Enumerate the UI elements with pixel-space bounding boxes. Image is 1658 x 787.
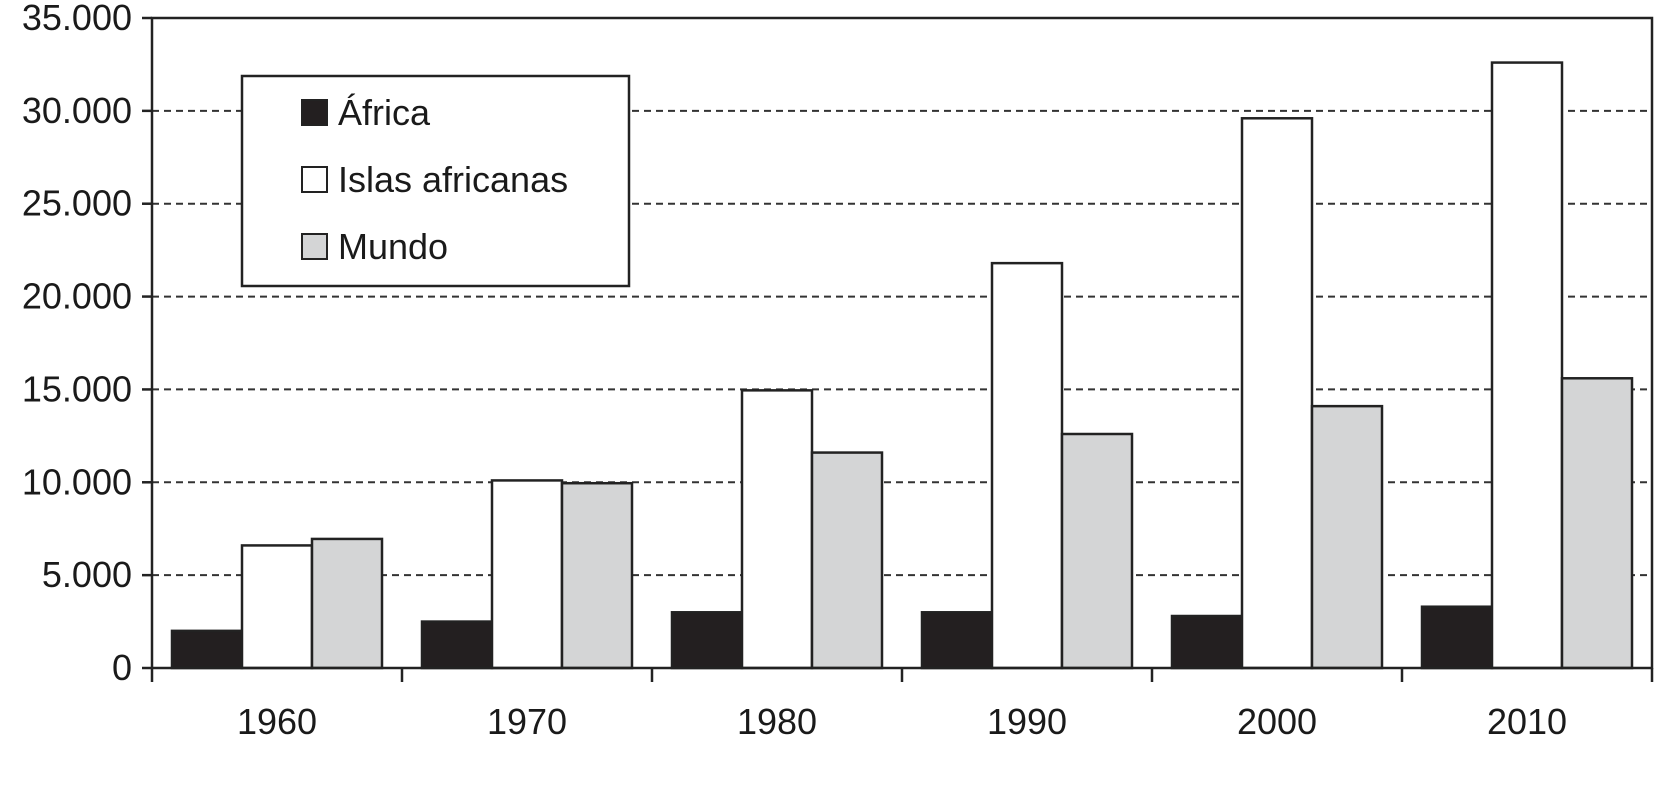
bar — [1310, 404, 1384, 670]
bar — [1490, 61, 1564, 670]
x-tick-label: 1960 — [237, 701, 317, 742]
bar — [420, 620, 494, 670]
legend-label: Mundo — [338, 226, 448, 267]
legend-swatch — [301, 233, 328, 260]
x-tick-labels: 1960 1970 1980 1990 2000 2010 — [237, 701, 1567, 742]
bar — [990, 261, 1064, 670]
legend-swatch — [301, 166, 328, 193]
y-tick-label: 30.000 — [22, 90, 132, 131]
axes — [142, 16, 1654, 682]
legend: África Islas africanas Mundo — [240, 74, 631, 288]
bar — [560, 481, 634, 670]
legend-swatch — [301, 99, 328, 126]
bar — [1060, 432, 1134, 670]
bar — [310, 537, 384, 670]
x-tick-label: 1980 — [737, 701, 817, 742]
bar — [1170, 614, 1244, 670]
x-tick-label: 2010 — [1487, 701, 1567, 742]
legend-label: África — [338, 92, 431, 133]
bar — [740, 389, 814, 670]
y-tick-label: 20.000 — [22, 276, 132, 317]
x-tick-label: 1970 — [487, 701, 567, 742]
gridlines — [152, 109, 1652, 577]
legend-label: Islas africanas — [338, 159, 568, 200]
x-tick-label: 1990 — [987, 701, 1067, 742]
y-tick-label: 15.000 — [22, 368, 132, 409]
bar — [1240, 117, 1314, 670]
y-tick-label: 0 — [112, 647, 132, 688]
bar — [810, 451, 884, 670]
bar — [1420, 605, 1494, 670]
bar — [920, 611, 994, 670]
y-tick-label: 5.000 — [42, 554, 132, 595]
bar — [490, 479, 564, 670]
bar — [170, 629, 244, 670]
y-tick-label: 25.000 — [22, 183, 132, 224]
y-tick-labels: 0 5.000 10.000 15.000 20.000 25.000 30.000 35.0… — [22, 0, 132, 688]
y-tick-label: 35.000 — [22, 0, 132, 38]
y-tick-label: 10.000 — [22, 461, 132, 502]
bar — [1560, 377, 1634, 670]
x-tick-label: 2000 — [1237, 701, 1317, 742]
bar — [240, 544, 314, 670]
bar — [670, 611, 744, 670]
